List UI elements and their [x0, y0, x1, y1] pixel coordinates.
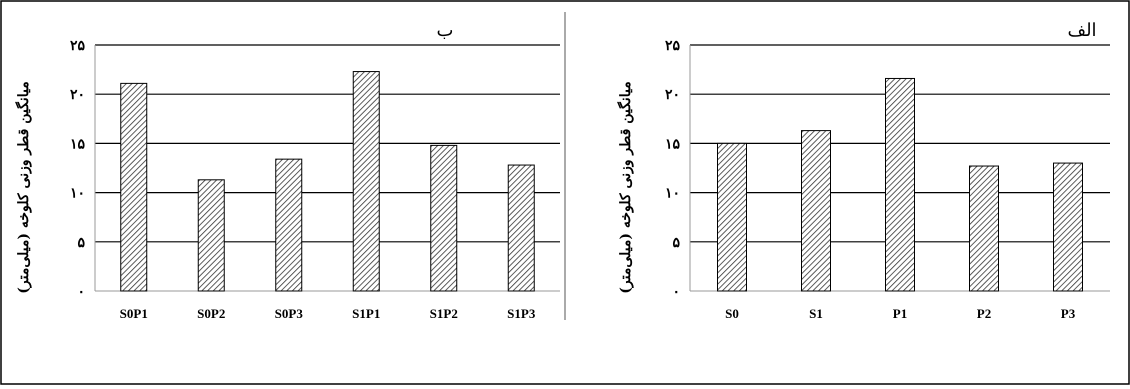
x-category-label: S1P3 — [507, 306, 536, 321]
y-tick-label: ۰ — [672, 284, 680, 300]
bar-s1 — [801, 130, 831, 292]
y-tick-label: ۱۰ — [665, 186, 680, 202]
bar-p1 — [885, 77, 915, 292]
bar-p3 — [1053, 162, 1083, 292]
panel-b: ۰ ۵ ۱۰ ۱۵ ۲۰ ۲۵ S0P1 S0P2 S0P3 S1P1 S1P2 S1P3 میانگی… — [15, 20, 560, 321]
x-category-label: S1P1 — [352, 306, 380, 321]
y-axis-label: میانگین قطر وزنی کلوخه (میلی‌متر) — [15, 81, 32, 293]
x-category-label: S0P3 — [275, 306, 304, 321]
y-tick-label: ۵ — [77, 235, 85, 251]
panel-label: ب — [437, 20, 454, 41]
panel-alef: ۰ ۵ ۱۰ ۱۵ ۲۰ ۲۵ S0 S1 P1 P2 P3 میانگین قطر وزنی کلو… — [617, 20, 1110, 321]
x-category-label: P1 — [893, 306, 907, 321]
x-category-label: S0P1 — [120, 306, 148, 321]
y-tick-label: ۲۵ — [665, 38, 681, 54]
bar-s1p3 — [507, 164, 535, 292]
x-category-label: S0P2 — [197, 306, 225, 321]
y-tick-label: ۲۰ — [70, 87, 85, 103]
x-category-label: P3 — [1061, 306, 1076, 321]
y-tick-label: ۱۵ — [665, 136, 681, 152]
y-tick-label: ۰ — [77, 284, 85, 300]
panel-label: الف — [1067, 20, 1096, 41]
x-category-label: S1P2 — [430, 306, 458, 321]
x-category-label: S0 — [725, 306, 739, 321]
bar-s1p1 — [352, 71, 380, 292]
bar-s0p2 — [197, 179, 225, 292]
y-tick-label: ۲۰ — [665, 87, 680, 103]
y-tick-label: ۵ — [672, 235, 680, 251]
y-tick-label: ۲۵ — [70, 38, 86, 54]
bar-s1p2 — [430, 144, 458, 292]
bar-s0p3 — [275, 158, 303, 292]
bar-s0p1 — [120, 82, 148, 292]
bar-s0 — [717, 142, 747, 292]
y-axis-label: میانگین قطر وزنی کلوخه (میلی‌متر) — [617, 81, 634, 293]
y-tick-label: ۱۵ — [70, 136, 86, 152]
x-category-label: S1 — [809, 306, 823, 321]
bar-p2 — [969, 165, 999, 292]
y-tick-label: ۱۰ — [70, 186, 85, 202]
x-category-label: P2 — [977, 306, 991, 321]
